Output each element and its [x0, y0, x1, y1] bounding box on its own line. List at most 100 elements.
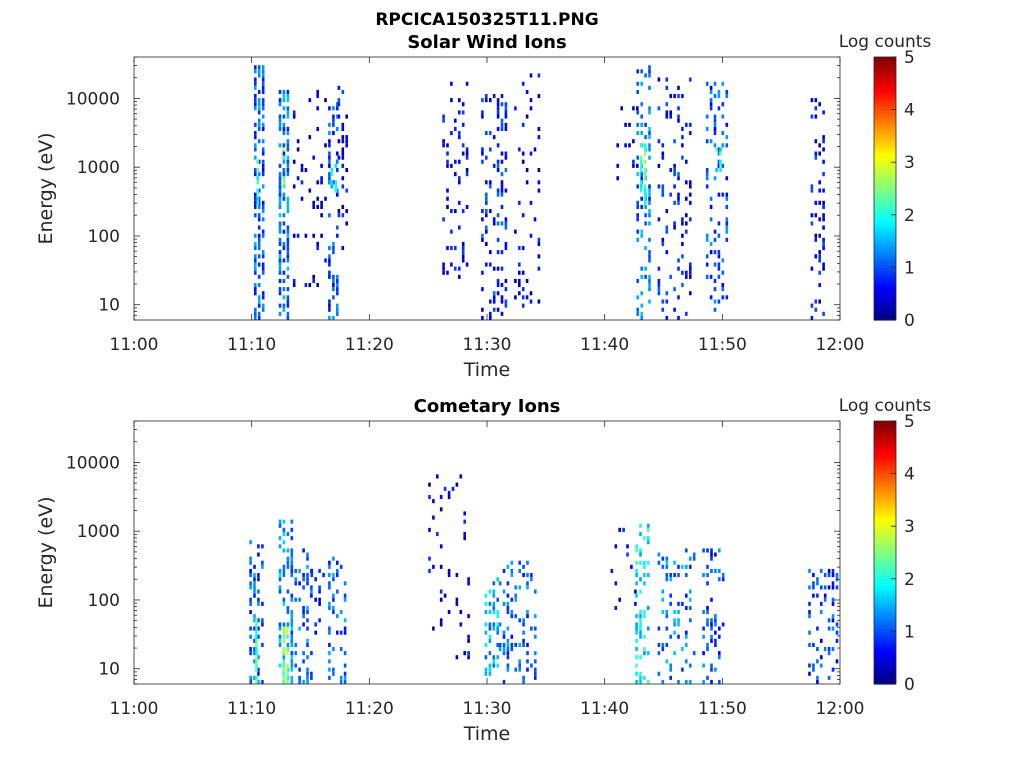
data-cell	[316, 196, 319, 201]
data-cell	[725, 196, 729, 201]
colorbar-segment	[874, 588, 896, 593]
data-cell	[496, 597, 499, 602]
data-cell	[261, 250, 265, 255]
data-cell	[692, 556, 696, 561]
data-cell	[450, 163, 453, 168]
data-cell	[432, 499, 435, 504]
data-cell	[304, 233, 308, 238]
data-cell	[290, 679, 294, 684]
colorbar-segment	[874, 427, 896, 432]
data-cell	[312, 233, 315, 238]
data-cell	[257, 126, 261, 131]
data-cell	[254, 77, 257, 82]
y-tick-label: 10000	[66, 453, 120, 473]
data-cell	[328, 159, 331, 164]
colorbar-segment	[874, 241, 896, 245]
data-cell	[823, 593, 827, 598]
data-cell	[465, 81, 469, 86]
data-cell	[257, 102, 261, 107]
data-cell	[336, 560, 339, 565]
data-cell	[336, 102, 339, 107]
data-cell	[816, 581, 819, 586]
data-cell	[257, 118, 261, 123]
data-cell	[705, 262, 709, 267]
data-cell	[657, 77, 661, 82]
data-cell	[282, 176, 285, 181]
data-cell	[254, 172, 257, 177]
data-cell	[286, 204, 290, 209]
data-cell	[657, 217, 661, 222]
data-cell	[278, 287, 282, 292]
data-cell	[522, 679, 525, 684]
data-cell	[713, 176, 717, 181]
data-cell	[643, 647, 646, 652]
data-cell	[717, 192, 721, 197]
data-cell	[673, 630, 676, 635]
data-cell	[498, 647, 502, 652]
data-cell	[306, 573, 309, 578]
data-cell	[334, 184, 337, 189]
data-cell	[488, 634, 492, 639]
data-cell	[278, 102, 282, 107]
data-cell	[506, 601, 510, 606]
colorbar-segment	[874, 172, 896, 176]
data-cell	[443, 593, 447, 598]
data-cell	[328, 262, 331, 267]
data-cell	[328, 131, 331, 136]
data-cell	[506, 663, 510, 668]
data-cell	[502, 642, 506, 647]
data-cell	[278, 634, 282, 639]
data-cell	[261, 229, 265, 234]
data-cell	[310, 589, 313, 594]
data-cell	[644, 246, 647, 251]
data-cell	[677, 118, 680, 123]
data-cell	[257, 634, 260, 639]
data-cell	[485, 98, 488, 103]
data-cell	[639, 622, 642, 627]
data-cell	[677, 315, 680, 320]
data-cell	[717, 94, 721, 99]
data-cell	[498, 581, 502, 586]
data-cell	[647, 651, 650, 656]
data-cell	[640, 155, 643, 160]
data-cell	[302, 585, 305, 590]
data-cell	[302, 605, 305, 610]
data-cell	[718, 548, 721, 553]
data-cell	[814, 299, 818, 304]
data-cell	[318, 568, 321, 573]
data-cell	[286, 626, 289, 631]
data-cell	[702, 610, 705, 615]
data-cell	[286, 200, 290, 205]
data-cell	[463, 536, 466, 541]
data-cell	[648, 126, 651, 131]
data-cell	[706, 605, 709, 610]
data-cell	[488, 651, 492, 656]
data-cell	[328, 564, 331, 569]
data-cell	[522, 638, 525, 643]
data-cell	[822, 266, 825, 271]
data-cell	[282, 151, 286, 156]
colorbar-segment	[874, 421, 896, 425]
data-cell	[447, 490, 451, 495]
data-cell	[249, 573, 252, 578]
data-cell	[518, 200, 521, 205]
data-cell	[465, 147, 469, 152]
data-cell	[822, 200, 825, 205]
data-cell	[526, 610, 529, 615]
data-cell	[681, 126, 684, 131]
colorbar-segment	[874, 473, 896, 478]
data-cell	[290, 642, 294, 647]
data-cell	[681, 241, 684, 246]
data-cell	[635, 544, 638, 549]
data-cell	[257, 679, 260, 684]
data-cell	[717, 254, 721, 259]
data-cell	[306, 626, 309, 631]
data-cell	[446, 143, 449, 148]
data-cell	[827, 573, 831, 578]
data-cell	[257, 89, 261, 94]
data-cell	[286, 147, 290, 152]
data-cell	[312, 155, 315, 160]
data-cell	[534, 634, 537, 639]
data-cell	[439, 597, 443, 602]
data-cell	[835, 630, 839, 635]
